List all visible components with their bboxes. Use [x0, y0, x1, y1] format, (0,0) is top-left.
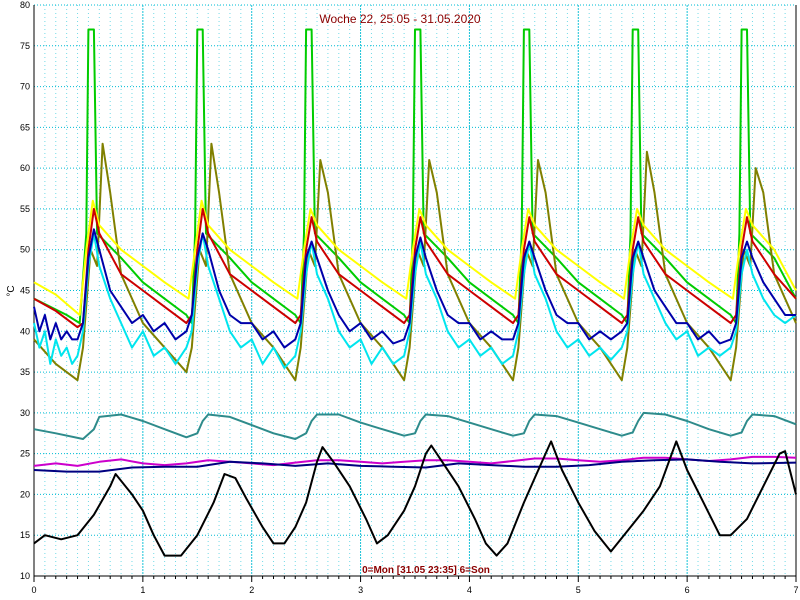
y-tick-label: 70: [20, 82, 30, 92]
y-tick-label: 15: [20, 530, 30, 540]
series-line-4: [33, 207, 797, 329]
series-line-8: [33, 455, 797, 467]
y-tick-label: 35: [20, 367, 30, 377]
series-line-2: [33, 142, 797, 382]
y-tick-label: 80: [20, 0, 30, 10]
chart-title: Woche 22, 25.05 - 31.05.2020: [319, 12, 481, 26]
chart-footer: 0=Mon [31.05 23:35] 6=Son: [362, 565, 490, 576]
y-tick-label: 75: [20, 41, 30, 51]
y-tick-label: 25: [20, 449, 30, 459]
series-line-9: [33, 458, 797, 473]
x-tick-label: 3: [358, 585, 363, 595]
x-tick-label: 7: [793, 585, 798, 595]
series-line-3: [33, 199, 797, 316]
series-line-5: [33, 232, 797, 369]
series-line-1: [33, 28, 797, 325]
series-line-7: [33, 411, 797, 440]
series-line-6: [33, 228, 796, 349]
y-tick-label: 45: [20, 286, 30, 296]
y-tick-label: 65: [20, 122, 30, 132]
x-tick-label: 6: [685, 585, 690, 595]
y-tick-label: 30: [20, 408, 30, 418]
y-tick-label: 40: [20, 326, 30, 336]
data-series: [33, 28, 797, 557]
x-tick-label: 1: [140, 585, 145, 595]
y-tick-label: 50: [20, 245, 30, 255]
series-line-10: [33, 440, 797, 557]
y-tick-label: 55: [20, 204, 30, 214]
y-tick-label: 20: [20, 489, 30, 499]
y-tick-label: 60: [20, 163, 30, 173]
x-tick-label: 5: [576, 585, 581, 595]
y-axis-label: °C: [6, 285, 17, 296]
x-tick-label: 2: [249, 585, 254, 595]
y-tick-label: 10: [20, 571, 30, 581]
x-tick-label: 0: [31, 585, 36, 595]
x-tick-label: 4: [467, 585, 472, 595]
